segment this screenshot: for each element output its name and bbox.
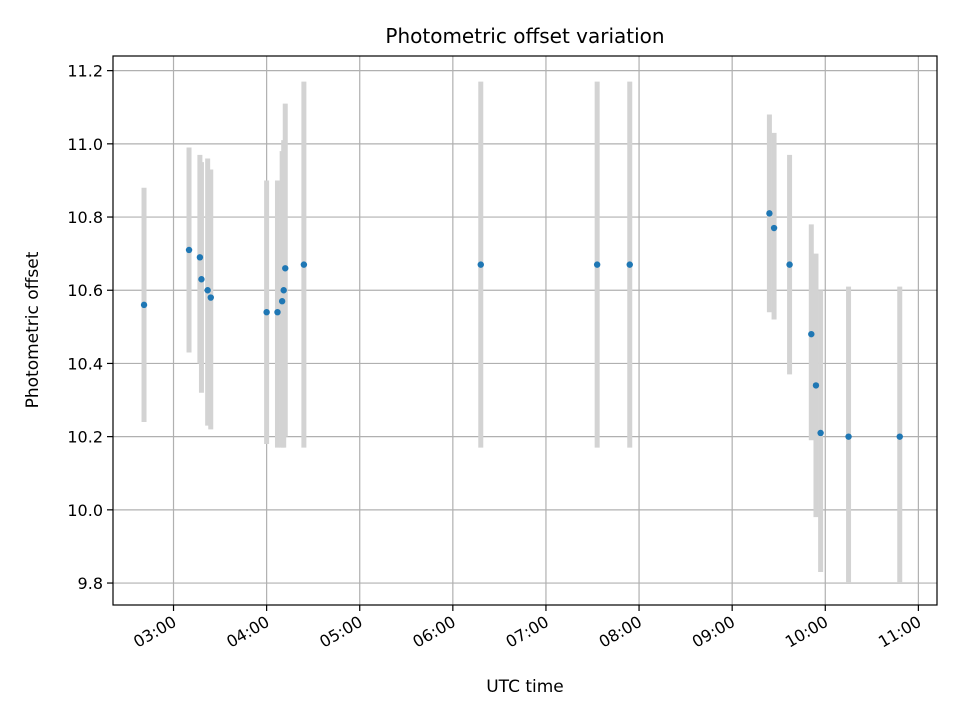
y-tick-label: 10.6 — [67, 281, 103, 300]
data-point-11 — [300, 261, 308, 268]
data-point-13 — [593, 261, 601, 268]
data-point-8 — [278, 298, 286, 305]
data-point-20 — [817, 429, 824, 437]
data-point-12 — [477, 261, 484, 268]
data-point-3 — [198, 276, 205, 283]
plot-frame — [112, 55, 938, 606]
y-tick-label: 11.0 — [67, 135, 103, 154]
data-point-2 — [196, 254, 204, 261]
grid-lines — [113, 56, 937, 605]
x-axis-label: UTC time — [486, 677, 564, 697]
y-tick-label: 10.8 — [67, 208, 103, 227]
data-point-15 — [766, 210, 773, 217]
y-tick-label: 11.2 — [67, 62, 103, 81]
data-point-21 — [845, 433, 852, 440]
data-point-18 — [808, 330, 815, 338]
data-point-1 — [185, 246, 193, 254]
data-point-5 — [207, 294, 214, 301]
data-point-4 — [204, 287, 211, 294]
data-point-22 — [896, 433, 903, 440]
data-point-16 — [770, 224, 778, 232]
y-axis-ticks: 9.8 10.0 10.2 10.4 10.6 10.8 11.0 11.2 — [67, 62, 113, 593]
chart-title: Photometric offset variation — [385, 24, 664, 48]
data-point-9 — [280, 287, 287, 294]
data-point-10 — [282, 265, 289, 272]
data-point-14 — [626, 261, 633, 268]
data-point-19 — [812, 382, 820, 389]
y-tick-label: 10.2 — [67, 428, 103, 447]
y-tick-label: 9.8 — [78, 574, 103, 593]
y-tick-label: 10.0 — [67, 501, 103, 520]
data-points — [140, 210, 903, 440]
data-point-17 — [786, 261, 793, 268]
data-point-7 — [274, 309, 281, 316]
y-tick-label: 10.4 — [67, 354, 103, 373]
data-point-0 — [140, 301, 148, 309]
data-point-6 — [263, 309, 270, 316]
y-axis-label: Photometric offset — [23, 251, 43, 408]
